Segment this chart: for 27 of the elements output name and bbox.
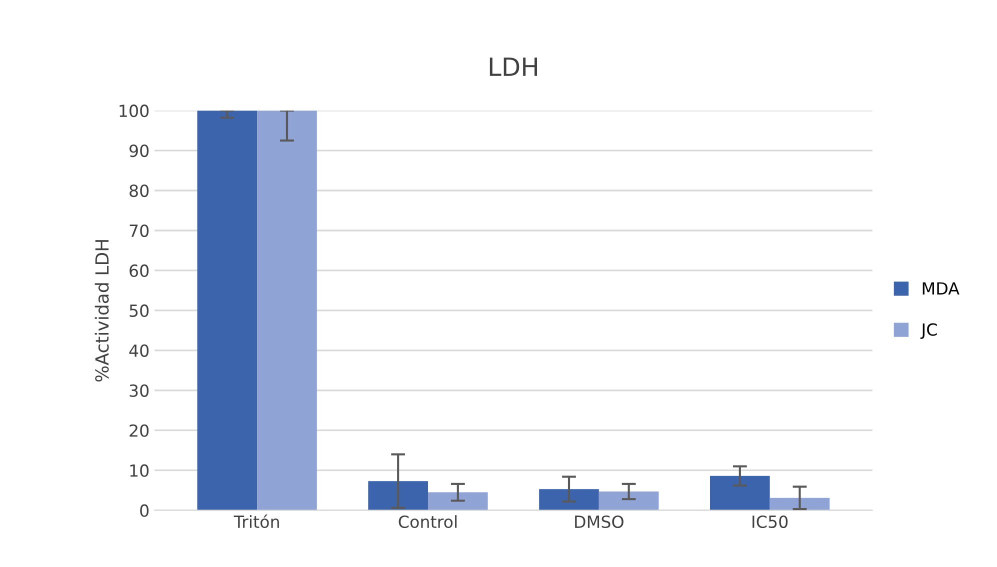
- bar: [428, 492, 488, 510]
- y-tick-label: 20: [130, 424, 149, 437]
- bar: [257, 110, 317, 510]
- bar: [368, 481, 428, 510]
- y-tick-label: 70: [130, 224, 149, 238]
- y-tick-label: 40: [129, 344, 149, 357]
- bar: [770, 498, 830, 510]
- y-tick-label: 0: [140, 504, 149, 517]
- chart-title: LDH: [490, 58, 537, 76]
- bar: [710, 476, 770, 510]
- y-tick-label: 100: [120, 104, 149, 118]
- bar: [197, 110, 258, 510]
- y-tick-label: 90: [130, 144, 149, 158]
- y-tick-label: 50: [130, 304, 149, 317]
- y-tick-label: 60: [130, 264, 149, 278]
- x-tick-label: IC50: [752, 515, 788, 528]
- legend-label: MDA: [922, 282, 960, 294]
- x-tick-label: Control: [398, 515, 457, 528]
- y-tick-label: 10: [130, 464, 149, 477]
- x-tick-label: Tritón: [234, 514, 279, 528]
- bar: [539, 489, 599, 510]
- y-tick-label: 80: [130, 184, 149, 198]
- x-tick-label: DMSO: [575, 515, 624, 528]
- legend-label: JC: [920, 323, 937, 339]
- y-tick-label: 30: [130, 384, 149, 397]
- y-axis-title: %Actividad LDH: [94, 240, 109, 382]
- bar: [598, 492, 659, 510]
